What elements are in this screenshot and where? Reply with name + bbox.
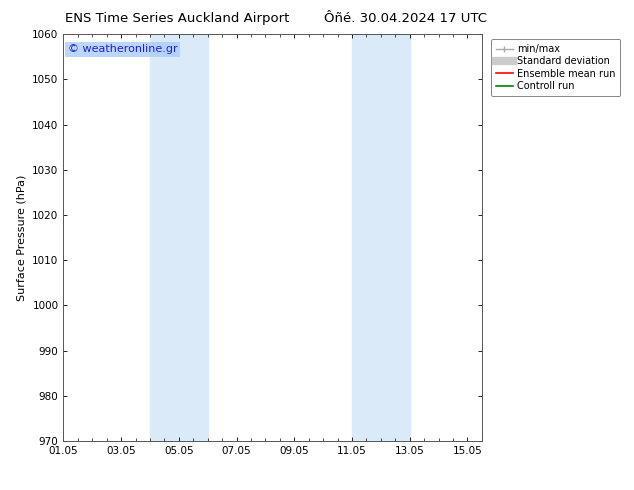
Text: Ôñé. 30.04.2024 17 UTC: Ôñé. 30.04.2024 17 UTC: [324, 12, 488, 25]
Legend: min/max, Standard deviation, Ensemble mean run, Controll run: min/max, Standard deviation, Ensemble me…: [491, 39, 621, 96]
Bar: [352, 34, 410, 441]
Text: ENS Time Series Auckland Airport: ENS Time Series Auckland Airport: [65, 12, 290, 25]
Y-axis label: Surface Pressure (hPa): Surface Pressure (hPa): [16, 174, 27, 301]
Text: © weatheronline.gr: © weatheronline.gr: [68, 45, 178, 54]
Bar: [150, 34, 208, 441]
